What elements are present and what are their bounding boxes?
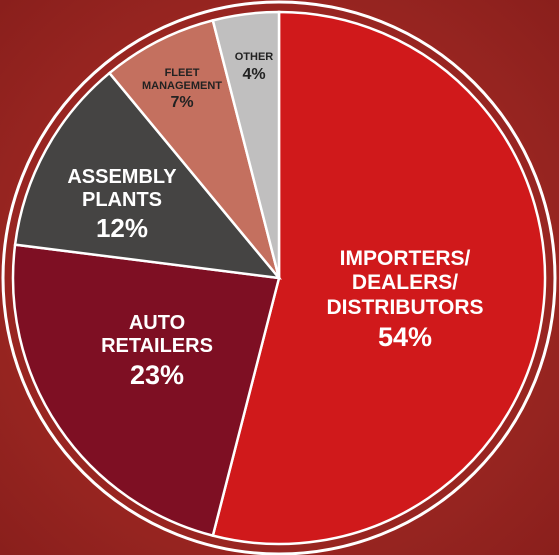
label-box: AUTO RETAILERS 23% — [82, 272, 232, 432]
label-box: IMPORTERS/ DEALERS/ DISTRIBUTORS 54% — [305, 220, 505, 380]
category-label: IMPORTERS/ DEALERS/ DISTRIBUTORS — [326, 247, 484, 319]
pie-slice — [11, 243, 281, 538]
slice-label: OTHER 4% — [224, 0, 284, 148]
pie-slice — [107, 18, 281, 279]
value-label: 54% — [377, 321, 433, 352]
value-label: 7% — [170, 94, 194, 112]
label-box: FLEET MANAGEMENT 7% — [132, 10, 232, 170]
category-label: ASSEMBLY PLANTS — [67, 166, 177, 212]
pie-slice — [211, 10, 547, 546]
category-label: FLEET MANAGEMENT — [141, 67, 223, 92]
slice-label: FLEET MANAGEMENT 7% — [132, 10, 232, 170]
label-box: OTHER 4% — [224, 0, 284, 148]
category-label: OTHER — [234, 51, 274, 64]
value-label: 4% — [242, 66, 266, 84]
pie-slice — [13, 71, 282, 280]
value-label: 12% — [95, 213, 149, 244]
category-label: AUTO RETAILERS — [101, 312, 213, 358]
value-label: 23% — [129, 360, 185, 391]
pie-slice — [211, 10, 281, 279]
pie — [11, 10, 547, 546]
label-box: ASSEMBLY PLANTS 12% — [47, 125, 197, 285]
